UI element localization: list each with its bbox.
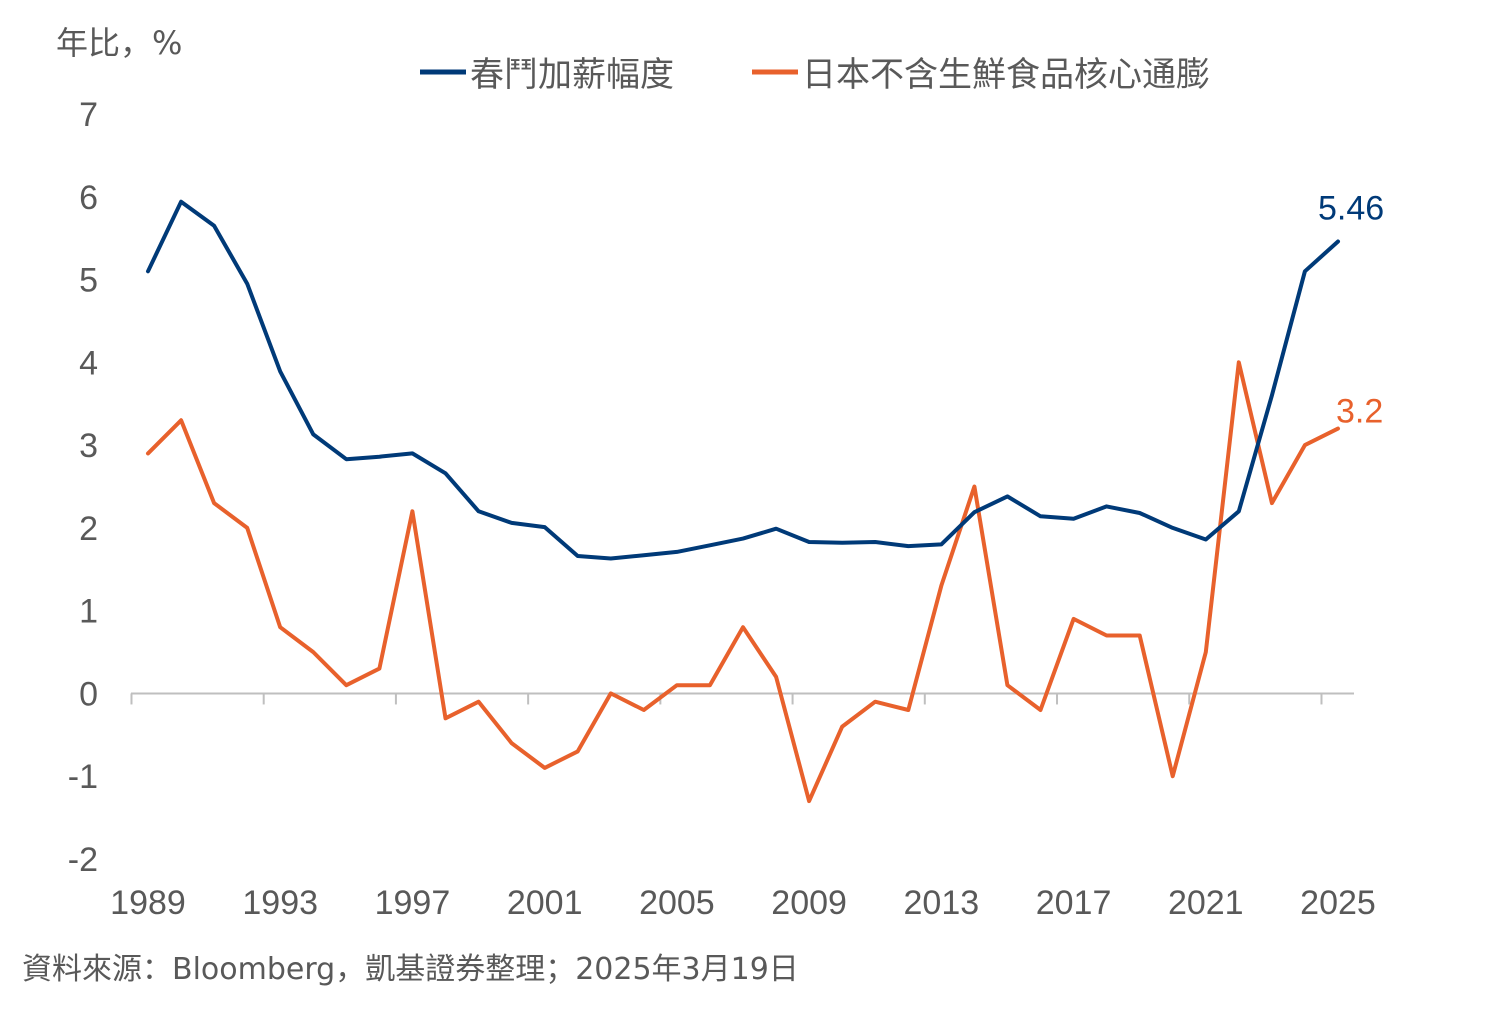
x-tick-label: 2009 <box>771 884 847 922</box>
end-value-label: 5.46 <box>1318 189 1384 227</box>
x-axis <box>130 692 1354 705</box>
x-tick-label: 1989 <box>110 884 186 922</box>
end-value-label: 3.2 <box>1336 393 1383 431</box>
unit-label: 年比，% <box>56 24 182 62</box>
x-tick-label: 2001 <box>507 884 583 922</box>
legend-label-core-inflation: 日本不含生鮮食品核心通膨 <box>802 55 1210 95</box>
x-tick-label: 1997 <box>375 884 451 922</box>
y-tick-label: 6 <box>79 179 98 217</box>
x-tick-label: 1993 <box>242 884 318 922</box>
x-tick-label: 2025 <box>1300 884 1376 922</box>
y-tick-label: 0 <box>79 675 98 713</box>
y-tick-label: -2 <box>68 841 98 879</box>
y-tick-label: 2 <box>79 510 98 548</box>
end-labels: 5.46 3.2 <box>1318 189 1384 430</box>
y-tick-label: -1 <box>68 758 98 796</box>
series-line-core-inflation <box>146 360 1340 804</box>
x-tick-label: 2013 <box>904 884 980 922</box>
source-note: 資料來源：Bloomberg，凱基證券整理；2025年3月19日 <box>22 952 799 987</box>
y-tick-label: 4 <box>79 344 98 382</box>
legend: 春鬥加薪幅度 日本不含生鮮食品核心通膨 <box>420 55 1210 95</box>
y-tick-label: 5 <box>79 262 98 300</box>
series-line-wage-growth <box>146 199 1340 561</box>
x-tick-label: 2021 <box>1168 884 1244 922</box>
y-tick-label: 3 <box>79 427 98 465</box>
y-tick-label: 1 <box>79 593 98 631</box>
x-tick-label: 2017 <box>1036 884 1112 922</box>
y-tick-label: 7 <box>79 96 98 134</box>
legend-label-wage-growth: 春鬥加薪幅度 <box>470 55 674 95</box>
series-lines <box>146 199 1340 804</box>
y-axis-ticks: 7 6 5 4 3 2 1 0 -1 -2 <box>68 96 98 879</box>
x-tick-label: 2005 <box>639 884 715 922</box>
x-axis-ticks: 1989 1993 1997 2001 2005 2009 2013 2017 2021 2025 <box>110 884 1376 922</box>
